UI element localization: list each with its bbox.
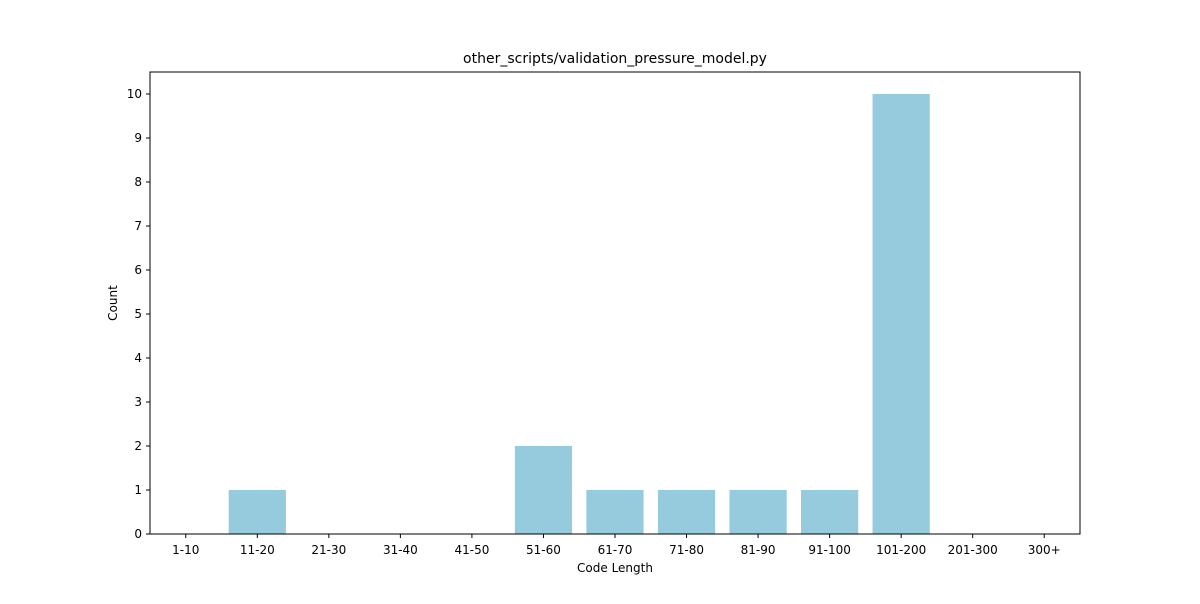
x-tick-label: 101-200	[876, 543, 926, 557]
x-tick-label: 71-80	[669, 543, 704, 557]
bar-61-70	[586, 490, 644, 534]
y-tick-label: 8	[134, 175, 142, 189]
y-tick-label: 6	[134, 263, 142, 277]
y-axis-label: Count	[106, 285, 120, 321]
bar-101-200	[872, 94, 930, 534]
x-tick-label: 21-30	[311, 543, 346, 557]
bar-81-90	[729, 490, 787, 534]
x-tick-label: 1-10	[172, 543, 199, 557]
x-tick-label: 91-100	[808, 543, 851, 557]
bar-91-100	[801, 490, 859, 534]
x-tick-label: 300+	[1028, 543, 1061, 557]
y-tick-label: 2	[134, 439, 142, 453]
x-tick-label: 41-50	[454, 543, 489, 557]
plot-area: 1-10 11-20 21-30 31-40 41-50 51-60 61-70 71-80 8…	[127, 71, 1081, 557]
x-axis-label: Code Length	[577, 561, 653, 575]
x-tick-label: 201-300	[948, 543, 998, 557]
y-tick-label: 10	[127, 87, 142, 101]
y-tick-label: 9	[134, 131, 142, 145]
y-tick-label: 5	[134, 307, 142, 321]
y-tick-label: 7	[134, 219, 142, 233]
x-tick-label: 61-70	[598, 543, 633, 557]
y-tick-label: 1	[134, 483, 142, 497]
y-tick-label: 0	[134, 527, 142, 541]
y-tick-label: 3	[134, 395, 142, 409]
x-tick-label: 51-60	[526, 543, 561, 557]
x-tick-label: 31-40	[383, 543, 418, 557]
x-tick-label: 11-20	[240, 543, 275, 557]
chart-title: other_scripts/validation_pressure_model.…	[463, 51, 767, 67]
bar-51-60	[514, 446, 573, 534]
x-tick-label: 81-90	[741, 543, 776, 557]
y-tick-label: 4	[134, 351, 142, 365]
bar-71-80	[657, 490, 716, 534]
bar-11-20	[228, 490, 286, 534]
